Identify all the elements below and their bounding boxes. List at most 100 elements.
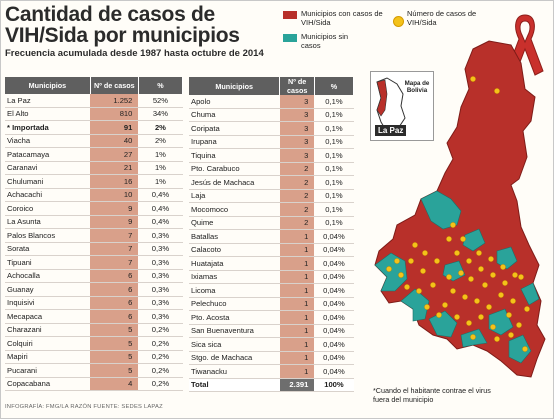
cell-municipio: Copacabana (5, 377, 91, 391)
table-row: Caranavi 21 1% (5, 161, 183, 175)
table-row: Patacamaya 27 1% (5, 147, 183, 162)
table-row: Charazani 5 0,2% (5, 323, 183, 337)
table-row: Batallas 1 0,04% (189, 229, 354, 244)
cell-municipio: Mecapaca (5, 309, 91, 324)
cell-pct: 0,04% (314, 324, 354, 338)
cell-pct: 0,1% (314, 135, 354, 149)
case-dot (458, 270, 464, 276)
cell-casos: 3 (279, 135, 315, 149)
bolivia-inset-map: Mapa de Bolivia La Paz (370, 71, 434, 141)
table-row: San Buenaventura 1 0,04% (189, 324, 354, 338)
table-row: Colquiri 5 0,2% (5, 336, 183, 351)
cell-casos: 6 (90, 309, 139, 324)
cell-casos: 21 (90, 161, 139, 175)
table-row: Calacoto 1 0,04% (189, 243, 354, 257)
cell-pct: 0,2% (138, 323, 183, 337)
case-dot (394, 258, 400, 264)
cell-pct: 0,1% (314, 148, 354, 163)
cell-casos: 2 (279, 216, 315, 230)
case-dot (482, 282, 488, 288)
cell-municipio: Huatajata (189, 256, 280, 271)
case-dot (450, 288, 456, 294)
case-dot (494, 88, 500, 94)
cell-casos: 1 (279, 243, 315, 257)
cell-casos: 5 (90, 363, 139, 378)
cell-casos: 1 (279, 256, 315, 271)
case-dot (508, 332, 514, 338)
table-row: Sica sica 1 0,04% (189, 337, 354, 352)
legend-dot-icon (393, 16, 404, 27)
cell-casos: 2 (279, 189, 315, 203)
table-row: Pelechuco 1 0,04% (189, 297, 354, 311)
cell-casos: 1 (279, 337, 315, 352)
case-dot (424, 304, 430, 310)
cell-municipio: * Importada (5, 120, 91, 135)
cell-pct: 0,04% (314, 270, 354, 284)
cell-municipio: Ixiamas (189, 270, 280, 284)
cell-casos: 4 (90, 377, 139, 391)
cell-casos: 1 (279, 351, 315, 365)
cell-casos: 7 (90, 255, 139, 270)
table-row: Coripata 3 0,1% (189, 121, 354, 136)
table-row: Mapiri 5 0,2% (5, 350, 183, 364)
cell-casos: 16 (90, 174, 139, 189)
table-row: Sorata 7 0,3% (5, 242, 183, 256)
case-dot (502, 280, 508, 286)
cell-casos: 7 (90, 228, 139, 243)
col-header-casos: Nº de casos (90, 77, 139, 94)
cell-casos: 7 (90, 242, 139, 256)
cell-pct: 0,1% (314, 121, 354, 136)
cell-casos: 9 (90, 201, 139, 216)
table-row: Chulumani 16 1% (5, 174, 183, 189)
case-dot (470, 76, 476, 82)
case-dot (488, 256, 494, 262)
cell-municipio: Laja (189, 189, 280, 203)
table-row: La Paz 1.252 52% (5, 94, 183, 108)
cell-pct: 0,1% (314, 108, 354, 122)
case-dot (498, 292, 504, 298)
cell-municipio: Chulumani (5, 174, 91, 189)
cell-pct: 0,1% (314, 202, 354, 217)
cell-casos: 10 (90, 188, 139, 202)
case-dot (478, 266, 484, 272)
cell-pct: 0,3% (138, 282, 183, 297)
cell-casos: 27 (90, 147, 139, 162)
total-label: Total (189, 377, 280, 392)
cell-municipio: Tipuani (5, 255, 91, 270)
table-row: Laja 2 0,1% (189, 189, 354, 203)
bolivia-outline-icon (376, 77, 406, 133)
cell-municipio: Colquiri (5, 336, 91, 351)
cell-pct: 0,04% (314, 283, 354, 298)
inset-title: Mapa de Bolivia (404, 80, 430, 94)
cell-casos: 91 (90, 120, 139, 135)
cell-casos: 3 (279, 121, 315, 136)
table-row: Viacha 40 2% (5, 134, 183, 148)
cell-casos: 1 (279, 270, 315, 284)
subtitle: Frecuencia acumulada desde 1987 hasta oc… (5, 48, 264, 59)
case-dot (430, 282, 436, 288)
table-row: Achacachi 10 0,4% (5, 188, 183, 202)
cell-pct: 1% (138, 161, 183, 175)
case-dot (404, 284, 410, 290)
cell-pct: 0,4% (138, 215, 183, 229)
case-dots (386, 76, 530, 352)
page-title: Cantidad de casos de VIH/Sida por munici… (5, 4, 305, 46)
cell-municipio: Calacoto (189, 243, 280, 257)
cell-pct: 0,2% (138, 336, 183, 351)
table-row: Guanay 6 0,3% (5, 282, 183, 297)
cell-municipio: La Paz (5, 94, 91, 108)
cell-municipio: Inquisivi (5, 296, 91, 310)
col-header-municipios: Municipios (5, 77, 91, 94)
case-dot (442, 302, 448, 308)
cell-municipio: Mapiri (5, 350, 91, 364)
cell-municipio: Viacha (5, 134, 91, 148)
cell-municipio: Mocomoco (189, 202, 280, 217)
cell-pct: 0,3% (138, 309, 183, 324)
cell-municipio: Sorata (5, 242, 91, 256)
cell-casos: 5 (90, 323, 139, 337)
table-row: Apolo 3 0,1% (189, 95, 354, 109)
cell-municipio: Charazani (5, 323, 91, 337)
cell-casos: 1 (279, 364, 315, 379)
cell-casos: 1 (279, 283, 315, 298)
cell-pct: 0,04% (314, 337, 354, 352)
